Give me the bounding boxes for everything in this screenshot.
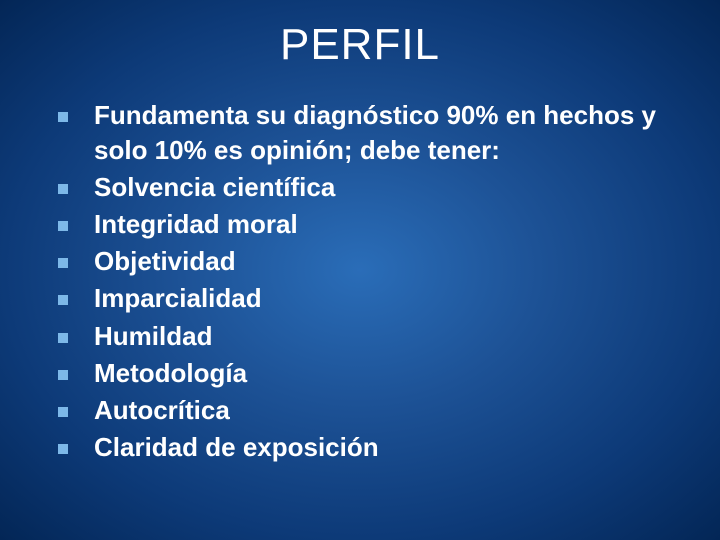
content-list: Fundamenta su diagnóstico 90% en hechos …: [48, 98, 672, 465]
list-item-text: Solvencia científica: [94, 170, 335, 205]
list-item-text: Imparcialidad: [94, 281, 262, 316]
list-item-text: Claridad de exposición: [94, 430, 379, 465]
square-bullet-icon: [58, 444, 68, 454]
list-item: Fundamenta su diagnóstico 90% en hechos …: [58, 98, 672, 168]
square-bullet-icon: [58, 295, 68, 305]
list-item-text: Integridad moral: [94, 207, 298, 242]
list-item: Integridad moral: [58, 207, 672, 242]
list-item: Claridad de exposición: [58, 430, 672, 465]
square-bullet-icon: [58, 258, 68, 268]
slide-title: PERFIL: [48, 20, 672, 70]
list-item-text: Metodología: [94, 356, 247, 391]
slide: PERFIL Fundamenta su diagnóstico 90% en …: [0, 0, 720, 540]
square-bullet-icon: [58, 112, 68, 122]
list-item-text: Objetividad: [94, 244, 236, 279]
list-item: Objetividad: [58, 244, 672, 279]
list-item: Autocrítica: [58, 393, 672, 428]
list-item-text: Humildad: [94, 319, 212, 354]
square-bullet-icon: [58, 370, 68, 380]
square-bullet-icon: [58, 221, 68, 231]
list-item: Imparcialidad: [58, 281, 672, 316]
square-bullet-icon: [58, 407, 68, 417]
list-item: Humildad: [58, 319, 672, 354]
list-item: Metodología: [58, 356, 672, 391]
square-bullet-icon: [58, 333, 68, 343]
list-item-text: Fundamenta su diagnóstico 90% en hechos …: [94, 98, 672, 168]
list-item-text: Autocrítica: [94, 393, 230, 428]
list-item: Solvencia científica: [58, 170, 672, 205]
square-bullet-icon: [58, 184, 68, 194]
